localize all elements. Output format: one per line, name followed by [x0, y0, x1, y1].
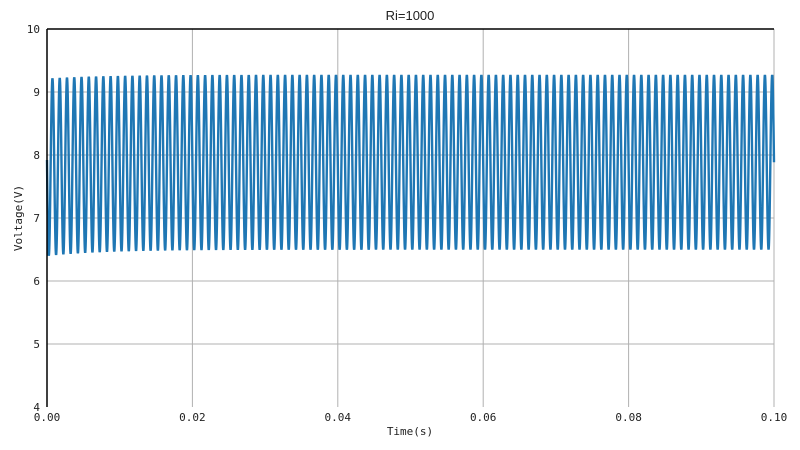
x-tick-label: 0.06	[470, 411, 497, 424]
y-tick-label: 8	[33, 149, 40, 162]
y-tick-label: 9	[33, 86, 40, 99]
y-tick-label: 10	[27, 23, 40, 36]
x-tick-label: 0.10	[761, 411, 788, 424]
y-tick-label: 5	[33, 338, 40, 351]
y-axis-label: Voltage(V)	[12, 185, 25, 251]
x-tick-label: 0.08	[615, 411, 642, 424]
x-tick-label: 0.04	[325, 411, 352, 424]
y-tick-label: 6	[33, 275, 40, 288]
voltage-series-line	[45, 74, 776, 256]
x-tick-label: 0.00	[34, 411, 61, 424]
x-axis-label: Time(s)	[387, 425, 433, 438]
chart-title: Ri=1000	[386, 8, 435, 23]
series-lines	[45, 74, 776, 256]
x-tick-label: 0.02	[179, 411, 206, 424]
y-tick-label: 7	[33, 212, 40, 225]
y-tick-label: 4	[33, 401, 40, 414]
tick-labels: 0.00 0.02 0.04 0.06 0.08 0.10 4 5 6 7 8 9 10	[27, 23, 788, 424]
